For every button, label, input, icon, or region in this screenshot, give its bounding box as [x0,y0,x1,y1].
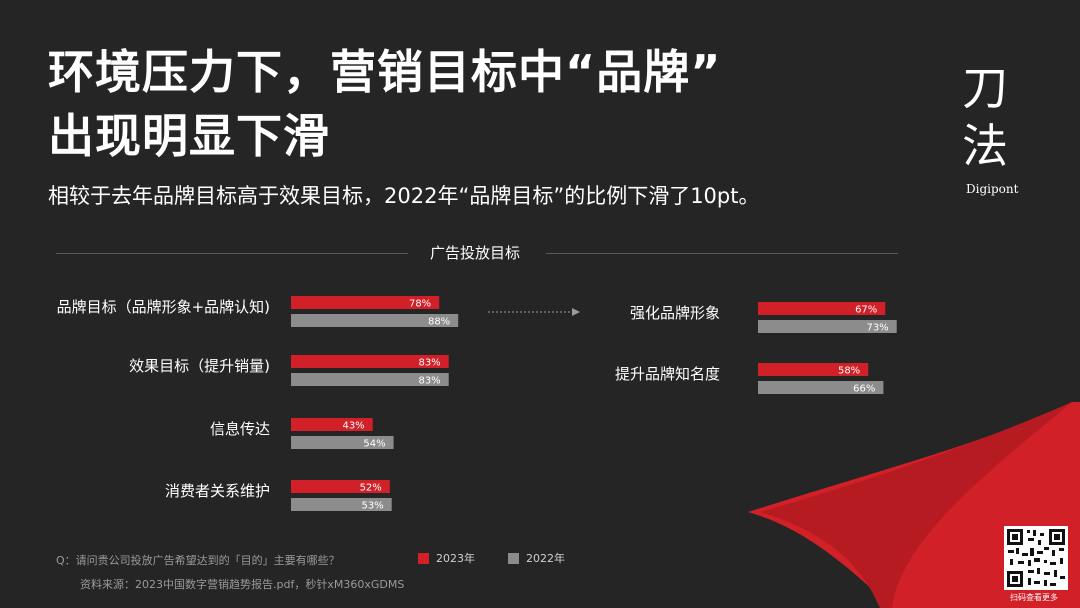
bar-value-label: 43% [342,421,364,432]
category-label: 消费者关系维护 [165,482,270,500]
bar-value-label: 53% [361,501,383,512]
bar-value-label: 83% [418,376,440,387]
bar-value-label: 52% [360,483,382,494]
bar-2023 [758,302,886,315]
source-note: 资料来源：2023中国数字营销趋势报告.pdf，秒针xM360xGDMS [80,578,405,591]
category-label: 强化品牌形象 [630,304,720,322]
bar-2022 [758,320,897,333]
section-divider-right [546,253,898,254]
logo-subtitle: Digipont [966,182,1019,196]
bar-2023 [291,480,390,493]
bar-2022 [291,373,449,386]
category-label: 品牌目标（品牌形象+品牌认知) [57,298,270,316]
logo-char-2: 法 [962,119,1008,173]
bar-2023 [291,418,373,431]
section-divider-left [56,253,408,254]
connector-arrow-icon [572,308,580,316]
bar-2022 [291,314,459,327]
bar-value-label: 66% [853,384,875,395]
logo-char-1: 刀 [962,61,1008,115]
survey-question-note: Q：请问贵公司投放广告希望达到的「目的」主要有哪些？ [56,554,340,567]
bar-2022 [291,436,394,449]
bar-2023 [291,296,440,309]
category-label: 效果目标（提升销量) [129,357,270,375]
bar-value-label: 54% [363,439,385,450]
bar-2023 [758,363,869,376]
page-title-line-2: 出现明显下滑 [48,109,330,163]
bar-value-label: 83% [418,358,440,369]
bar-value-label: 78% [409,299,431,310]
category-label: 提升品牌知名度 [615,365,720,383]
bar-2023 [291,355,449,368]
page-subtitle: 相较于去年品牌目标高于效果目标，2022年“品牌目标”的比例下滑了10pt。 [48,184,760,208]
legend-label-2023: 2023年 [436,552,475,565]
qr-caption: 扫码查看更多 [1010,593,1058,602]
bar-chart: 品牌目标（品牌形象+品牌认知) 78% 88% 效果目标（提升销量) 83% 83% 信息传… [57,296,897,512]
bar-value-label: 88% [428,317,450,328]
category-label: 信息传达 [210,420,270,438]
qr-code[interactable] [1004,526,1068,590]
section-title: 广告投放目标 [429,244,520,262]
bar-value-label: 58% [838,366,860,377]
page-title-line-1: 环境压力下，营销目标中“品牌” [48,45,722,99]
legend-label-2022: 2022年 [526,552,565,565]
bar-value-label: 67% [855,305,877,316]
bar-value-label: 73% [866,323,888,334]
bar-2022 [291,498,392,511]
bar-2022 [758,381,884,394]
legend-swatch-2023 [418,553,429,564]
qr-pattern-icon [1007,529,1065,587]
legend-swatch-2022 [508,553,519,564]
